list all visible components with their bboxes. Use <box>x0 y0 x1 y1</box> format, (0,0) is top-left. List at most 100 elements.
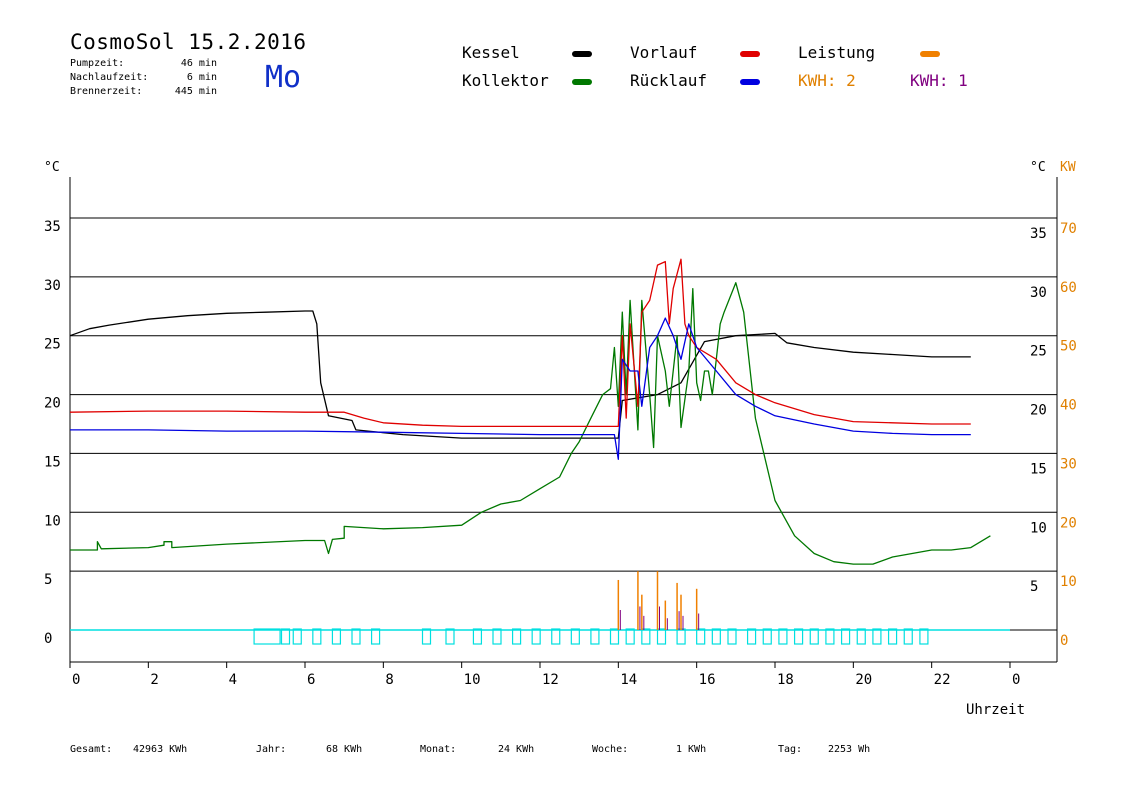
x-tick-label: 0 <box>72 672 80 688</box>
pump-interval-mark <box>887 628 898 645</box>
y-axis-right-unit: °C <box>1030 160 1046 175</box>
pump-interval-mark <box>903 628 913 645</box>
footer-tag-label: Tag: <box>778 744 803 755</box>
pump-interval-mark <box>872 628 882 645</box>
x-tick-label: 4 <box>229 672 237 688</box>
chart-title: CosmoSol 15.2.2016 <box>70 30 307 54</box>
y-tick-left-label: 15 <box>44 454 61 470</box>
y-tick-kw-label: 0 <box>1060 633 1068 649</box>
y-tick-kw-label: 60 <box>1060 280 1077 296</box>
pump-interval-mark <box>253 628 281 645</box>
legend-leistung-swatch <box>920 51 940 57</box>
x-tick-label: 0 <box>1012 672 1020 688</box>
x-tick-label: 10 <box>464 672 481 688</box>
pump-interval-mark <box>445 628 455 645</box>
y-tick-right-label: 10 <box>1030 520 1047 536</box>
pump-interval-mark <box>727 628 737 645</box>
y-tick-left-label: 5 <box>44 572 52 588</box>
series-line-ruecklauf <box>70 317 971 460</box>
pumpzeit-label: Pumpzeit: <box>70 58 125 69</box>
y-axis-kw-unit: KW <box>1060 160 1076 175</box>
pump-interval-mark <box>919 628 929 645</box>
pump-interval-mark <box>641 628 651 645</box>
y-tick-right-label: 30 <box>1030 285 1047 301</box>
y-axis-left-unit: °C <box>44 160 60 175</box>
pump-interval-mark <box>492 628 502 645</box>
y-tick-kw-label: 10 <box>1060 574 1077 590</box>
footer-tag-value: 2253 Wh <box>828 744 871 755</box>
pump-interval-mark <box>609 628 620 645</box>
pump-interval-mark <box>280 628 291 645</box>
legend-vorlauf-swatch <box>740 51 760 57</box>
weekday-label: Mo <box>265 60 302 95</box>
series-line-vorlauf <box>69 258 971 428</box>
y-tick-left-label: 35 <box>44 219 61 235</box>
legend-kollektor-swatch <box>572 79 592 85</box>
legend-ruecklauf-swatch <box>740 79 760 85</box>
footer-gesamt-label: Gesamt: <box>70 744 113 755</box>
footer-gesamt-value: 42963 KWh <box>133 744 188 755</box>
pump-interval-mark <box>511 628 522 645</box>
y-tick-kw-label: 50 <box>1060 339 1077 355</box>
y-tick-right-label: 25 <box>1030 344 1047 360</box>
pump-interval-mark <box>292 628 302 645</box>
pump-interval-mark <box>590 628 600 645</box>
nachlaufzeit-value: 6 min <box>186 72 217 83</box>
pump-interval-mark <box>825 628 835 645</box>
brennerzeit-value: 445 min <box>174 86 217 97</box>
pump-interval-mark <box>421 628 432 645</box>
pump-interval-mark <box>351 628 361 645</box>
y-tick-left-label: 0 <box>44 631 52 647</box>
legend-kessel-swatch <box>572 51 592 57</box>
x-tick-label: 20 <box>855 672 872 688</box>
y-tick-left-label: 30 <box>44 278 61 294</box>
series-line-kollektor <box>70 282 991 565</box>
pump-interval-mark <box>762 628 772 645</box>
footer-jahr-value: 68 KWh <box>326 744 363 755</box>
pumpzeit-value: 46 min <box>180 58 217 69</box>
legend-leistung-label: Leistung <box>798 43 876 62</box>
legend-kessel-label: Kessel <box>462 43 520 62</box>
pump-interval-mark <box>625 628 635 645</box>
footer-woche-value: 1 KWh <box>676 744 707 755</box>
pump-interval-mark <box>472 628 483 645</box>
pump-interval-mark <box>656 628 667 645</box>
x-tick-label: 22 <box>934 672 951 688</box>
x-tick-label: 14 <box>620 672 637 688</box>
y-tick-right-label: 15 <box>1030 461 1047 477</box>
pump-interval-mark <box>793 628 804 645</box>
x-tick-label: 12 <box>542 672 559 688</box>
x-tick-label: 2 <box>150 672 158 688</box>
pump-interval-mark <box>570 628 580 645</box>
pump-interval-mark <box>696 628 706 645</box>
legend-vorlauf-label: Vorlauf <box>630 43 698 62</box>
pump-interval-mark <box>711 628 721 645</box>
brennerzeit-label: Brennerzeit: <box>70 86 143 97</box>
pump-interval-mark <box>331 628 342 645</box>
y-tick-right-label: 5 <box>1030 579 1038 595</box>
y-tick-kw-label: 70 <box>1060 221 1077 237</box>
pump-interval-mark <box>746 628 757 645</box>
pump-interval-mark <box>840 628 851 645</box>
y-tick-right-label: 20 <box>1030 403 1047 419</box>
x-tick-label: 8 <box>385 672 393 688</box>
series-line-kessel <box>69 310 971 439</box>
x-tick-label: 18 <box>777 672 794 688</box>
legend-ruecklauf-label: Rücklauf <box>630 71 708 90</box>
legend-kwh2-label: KWH: 2 <box>798 71 856 90</box>
legend-kollektor-label: Kollektor <box>462 71 549 90</box>
y-tick-kw-label: 40 <box>1060 398 1077 414</box>
footer-jahr-label: Jahr: <box>256 744 287 755</box>
y-tick-kw-label: 30 <box>1060 456 1077 472</box>
pump-interval-mark <box>676 628 686 645</box>
pump-interval-mark <box>531 628 541 645</box>
x-tick-label: 16 <box>699 672 716 688</box>
footer-monat-label: Monat: <box>420 744 457 755</box>
y-tick-left-label: 10 <box>44 513 61 529</box>
pump-interval-mark <box>312 628 322 645</box>
pump-interval-mark <box>856 628 866 645</box>
pump-interval-mark <box>809 628 819 645</box>
y-tick-right-label: 35 <box>1030 226 1047 242</box>
y-tick-left-label: 20 <box>44 396 61 412</box>
